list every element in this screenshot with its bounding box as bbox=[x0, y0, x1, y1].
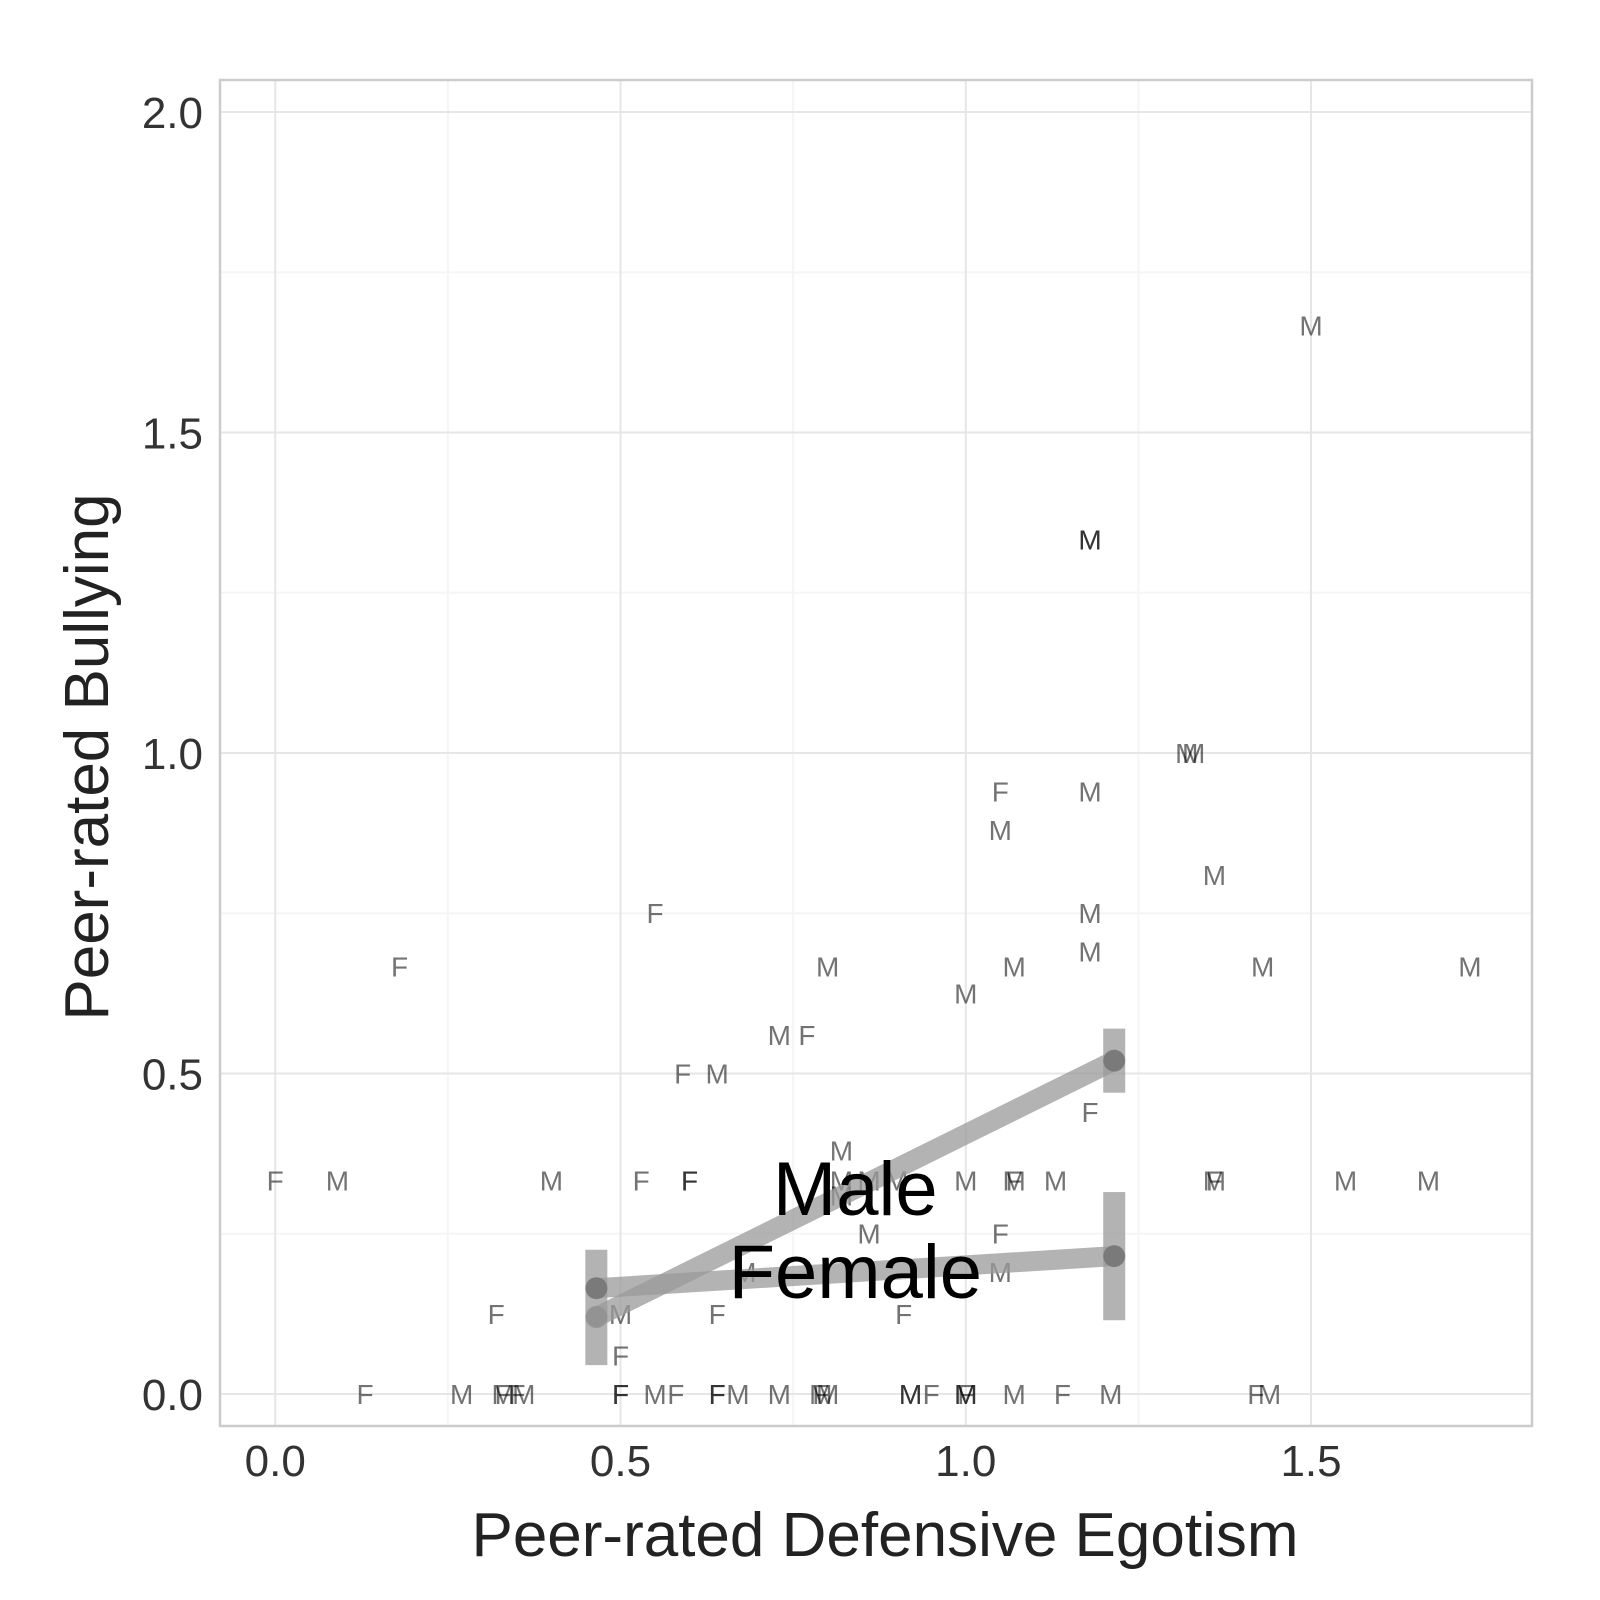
scatter-point-label: F bbox=[1006, 1166, 1023, 1197]
grid bbox=[220, 80, 1532, 1426]
scatter-point-label: F bbox=[709, 1299, 726, 1330]
y-tick-label: 0.0 bbox=[142, 1371, 203, 1420]
scatter-point-label: M bbox=[491, 1379, 514, 1410]
scatter-point-label: F bbox=[895, 1299, 912, 1330]
scatter-point-label: M bbox=[857, 1219, 880, 1250]
scatter-point-label: M bbox=[1002, 1166, 1025, 1197]
scatter-point-label: M bbox=[768, 1020, 791, 1051]
scatter-point-label: M bbox=[1251, 951, 1274, 982]
scatter-point-label: F bbox=[674, 1058, 691, 1089]
fit-point-male bbox=[1103, 1049, 1126, 1072]
scatter-point-label: F bbox=[646, 898, 663, 929]
y-tick-label: 0.5 bbox=[142, 1050, 203, 1099]
plot-panel-border bbox=[218, 78, 1534, 1428]
scatter-point-label: F bbox=[612, 1340, 629, 1371]
y-tick-label: 1.5 bbox=[142, 410, 203, 459]
scatter-point-label: M bbox=[1175, 738, 1198, 769]
scatter-point-label: F bbox=[1054, 1379, 1071, 1410]
scatter-point-label: M bbox=[899, 1379, 922, 1410]
x-axis-ticks: 0.0 0.5 1.0 1.5 bbox=[245, 1437, 1342, 1486]
scatter-point-label: M bbox=[1078, 937, 1101, 968]
scatter-point-label: F bbox=[267, 1166, 284, 1197]
scatter-point-label: F bbox=[709, 1379, 726, 1410]
scatter-points: MMMMMFMMMFMMFMMMMMMFFMFMFMMFFFMMMMMFMMFM… bbox=[267, 310, 1482, 1409]
scatter-point-label: M bbox=[816, 1379, 839, 1410]
scatter-point-label: M bbox=[809, 1379, 832, 1410]
scatter-point-label: M bbox=[1099, 1379, 1122, 1410]
fit-line-female bbox=[586, 1246, 1125, 1299]
scatter-point-label: F bbox=[391, 951, 408, 982]
scatter-point-label: M bbox=[1002, 1379, 1025, 1410]
scatter-point-label: M bbox=[1203, 860, 1226, 891]
scatter-point-label: F bbox=[667, 1379, 684, 1410]
scatter-point-label: F bbox=[681, 1166, 698, 1197]
scatter-point-label: M bbox=[1044, 1166, 1067, 1197]
scatter-point-label: F bbox=[681, 1166, 698, 1197]
scatter-point-label: M bbox=[816, 951, 839, 982]
scatter-point-label: M bbox=[1002, 951, 1025, 982]
scatter-point-label: F bbox=[1247, 1379, 1264, 1410]
scatter-point-label: F bbox=[1082, 1097, 1099, 1128]
x-tick-label: 0.5 bbox=[590, 1437, 651, 1486]
scatter-point-label: M bbox=[450, 1379, 473, 1410]
x-axis-label: Peer-rated Defensive Egotism bbox=[471, 1501, 1298, 1570]
series-label-female: Female bbox=[729, 1230, 982, 1315]
scatter-point-label: F bbox=[957, 1379, 974, 1410]
scatter-point-label: F bbox=[612, 1379, 629, 1410]
scatter-point-label: M bbox=[830, 1135, 853, 1166]
scatter-point-label: M bbox=[989, 815, 1012, 846]
scatter-point-label: M bbox=[1203, 1166, 1226, 1197]
scatter-point-label: F bbox=[992, 1219, 1009, 1250]
scatter-point-label: F bbox=[495, 1379, 512, 1410]
scatter-point-label: M bbox=[1258, 1379, 1281, 1410]
scatter-point-label: F bbox=[992, 776, 1009, 807]
scatter-point-label: F bbox=[488, 1299, 505, 1330]
y-axis-ticks: 0.0 0.5 1.0 1.5 2.0 bbox=[142, 89, 203, 1420]
scatter-point-label: M bbox=[540, 1166, 563, 1197]
scatter-point-label: M bbox=[954, 1379, 977, 1410]
scatter-point-label: M bbox=[1078, 525, 1101, 556]
scatter-point-label: M bbox=[1417, 1166, 1440, 1197]
scatter-point-label: F bbox=[633, 1166, 650, 1197]
x-tick-label: 1.0 bbox=[935, 1437, 996, 1486]
scatter-point-label: M bbox=[1078, 898, 1101, 929]
scatter-point-label: M bbox=[954, 1166, 977, 1197]
fit-point-female bbox=[585, 1277, 608, 1300]
scatter-point-label: M bbox=[512, 1379, 535, 1410]
scatter-point-label: M bbox=[899, 1379, 922, 1410]
fit-point-female bbox=[1103, 1245, 1126, 1268]
scatter-point-label: M bbox=[706, 1058, 729, 1089]
y-tick-label: 1.0 bbox=[142, 730, 203, 779]
scatter-point-label: M bbox=[326, 1166, 349, 1197]
scatter-point-label: M bbox=[1299, 310, 1322, 341]
scatter-point-label: F bbox=[709, 1379, 726, 1410]
scatter-point-label: M bbox=[954, 978, 977, 1009]
scatter-point-label: F bbox=[356, 1379, 373, 1410]
scatter-point-label: F bbox=[612, 1379, 629, 1410]
scatter-point-label: M bbox=[1078, 525, 1101, 556]
ci-bar-female bbox=[585, 1249, 608, 1366]
scatter-point-label: M bbox=[954, 1379, 977, 1410]
scatter-point-label: F bbox=[812, 1379, 829, 1410]
scatter-point-label: M bbox=[1182, 738, 1205, 769]
series-label-male: Male bbox=[773, 1147, 938, 1232]
scatter-point-label: M bbox=[1334, 1166, 1357, 1197]
scatter-point-label: F bbox=[923, 1379, 940, 1410]
scatter-point-label: F bbox=[798, 1020, 815, 1051]
scatter-point-label: M bbox=[1458, 951, 1481, 982]
x-tick-label: 1.5 bbox=[1280, 1437, 1341, 1486]
scatter-point-label: M bbox=[768, 1379, 791, 1410]
y-tick-label: 2.0 bbox=[142, 89, 203, 138]
y-axis-label: Peer-rated Bullying bbox=[53, 493, 122, 1020]
scatter-point-label: F bbox=[508, 1379, 525, 1410]
scatter-point-label: M bbox=[726, 1379, 749, 1410]
scatter-point-label: M bbox=[1078, 776, 1101, 807]
scatter-point-label: M bbox=[643, 1379, 666, 1410]
scatter-point-label: F bbox=[1206, 1166, 1223, 1197]
x-tick-label: 0.0 bbox=[245, 1437, 306, 1486]
